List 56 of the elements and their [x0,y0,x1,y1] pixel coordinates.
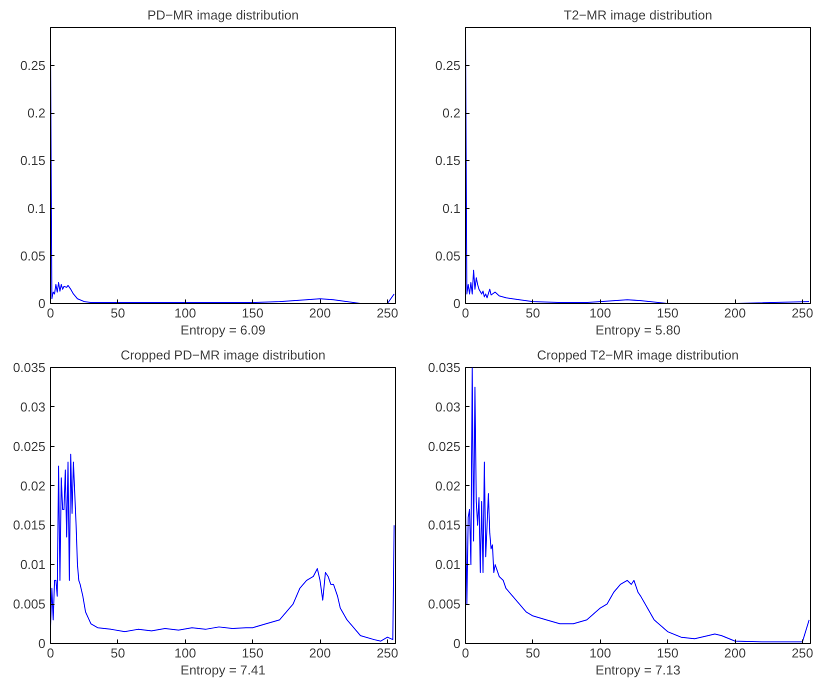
y-tick-label: 0.03 [20,399,46,414]
y-tick-label: 0 [453,296,461,311]
y-tick-label: 0.2 [442,106,461,121]
x-tick-label: 250 [376,646,398,660]
y-tick-label: 0.02 [20,478,46,494]
x-tick-label: 100 [589,306,612,320]
y-tick-label: 0.1 [442,200,461,216]
x-tick-label: 50 [526,646,540,660]
y-tick-label: 0.015 [428,518,461,533]
y-tick-label: 0.035 [428,360,461,375]
x-tick-label: 100 [174,646,196,660]
x-tick-label: 150 [656,306,679,320]
x-tick-label: 200 [724,646,746,660]
x-tick-label: 100 [589,646,612,660]
y-tick-label: 0.15 [435,153,461,168]
y-tick-label: 0.015 [12,518,46,533]
y-tick-label: 0.01 [20,557,46,572]
chart-title: PD−MR image distribution [147,8,299,22]
x-tick-label: 200 [309,646,331,660]
x-tick-label: 150 [656,646,679,660]
y-tick-label: 0.005 [12,596,46,612]
x-tick-label: 250 [792,306,814,320]
y-tick-label: 0 [453,636,461,651]
y-tick-label: 0.03 [435,399,461,414]
y-tick-label: 0.025 [428,438,461,454]
y-tick-label: 0.035 [12,360,46,375]
chart-title: Cropped PD−MR image distribution [120,348,326,362]
chart-title: Cropped T2−MR image distribution [537,348,739,362]
y-tick-label: 0.005 [428,596,461,612]
x-axis-title: Entropy = 5.80 [596,322,680,338]
x-tick-label: 250 [376,306,398,320]
x-tick-label: 50 [526,306,540,320]
y-tick-label: 0.01 [435,557,461,572]
x-tick-label: 50 [110,306,126,320]
y-tick-label: 0.05 [435,248,461,264]
y-tick-label: 0 [38,636,46,651]
x-tick-label: 200 [309,306,331,320]
y-tick-label: 0.2 [27,106,46,121]
x-axis-title: Entropy = 7.13 [596,662,680,678]
y-tick-label: 0.02 [435,478,461,494]
y-tick-label: 0 [38,296,46,311]
y-tick-label: 0.15 [20,153,46,168]
y-tick-label: 0.25 [20,58,46,74]
x-tick-label: 100 [174,306,196,320]
x-axis-title: Entropy = 7.41 [180,662,266,678]
x-tick-label: 200 [724,306,746,320]
x-tick-label: 150 [242,306,264,320]
chart-title: T2−MR image distribution [564,8,712,22]
x-tick-label: 250 [792,646,814,660]
y-tick-label: 0.25 [435,58,461,74]
y-tick-label: 0.1 [27,200,46,216]
y-tick-label: 0.025 [12,438,46,454]
x-axis-title: Entropy = 6.09 [180,322,266,338]
y-tick-label: 0.05 [20,248,46,264]
x-tick-label: 150 [242,646,264,660]
x-tick-label: 50 [110,646,126,660]
